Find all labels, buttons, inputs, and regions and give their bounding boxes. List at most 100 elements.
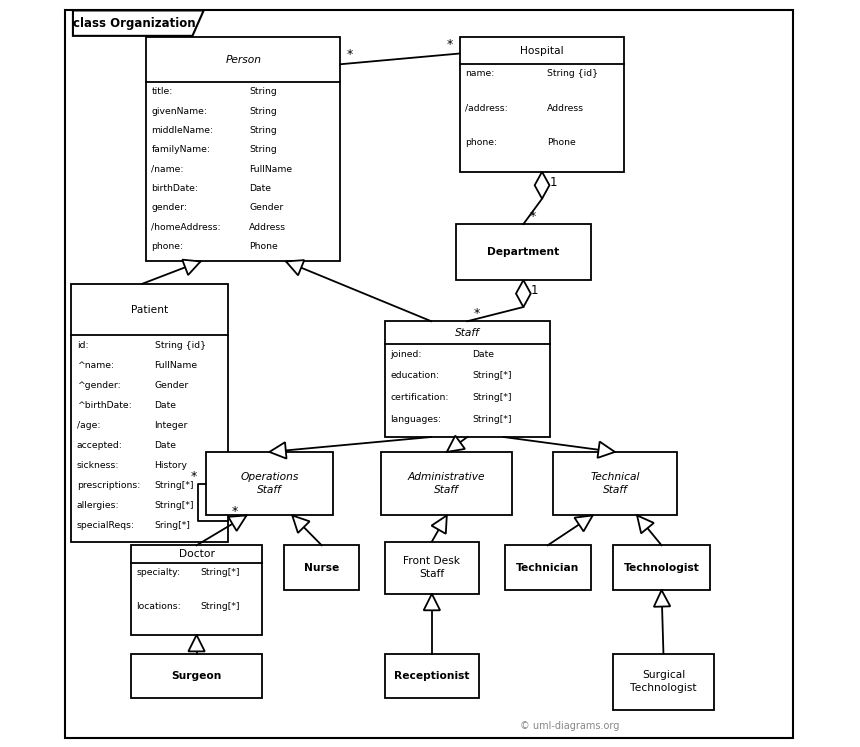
FancyBboxPatch shape: [385, 321, 550, 437]
Text: locations:: locations:: [137, 602, 181, 611]
Text: ^name:: ^name:: [77, 361, 114, 370]
Text: prescriptions:: prescriptions:: [77, 481, 140, 490]
Text: Integer: Integer: [155, 421, 188, 430]
Text: name:: name:: [465, 69, 494, 78]
Text: Date: Date: [249, 184, 271, 193]
FancyBboxPatch shape: [505, 545, 591, 590]
Text: Technical
Staff: Technical Staff: [590, 472, 640, 495]
Polygon shape: [182, 260, 200, 275]
Text: String[*]: String[*]: [200, 602, 240, 611]
Text: /name:: /name:: [151, 165, 184, 174]
Text: joined:: joined:: [390, 350, 422, 359]
Text: class Organization: class Organization: [73, 16, 196, 30]
Text: *: *: [473, 308, 480, 320]
Text: birthDate:: birthDate:: [151, 184, 199, 193]
Text: Gender: Gender: [155, 381, 189, 390]
Polygon shape: [188, 635, 205, 651]
Text: /homeAddress:: /homeAddress:: [151, 223, 221, 232]
Polygon shape: [286, 260, 304, 276]
Text: allergies:: allergies:: [77, 501, 120, 510]
FancyBboxPatch shape: [206, 452, 333, 515]
Text: String[*]: String[*]: [155, 501, 194, 510]
Text: /address:: /address:: [465, 104, 508, 113]
Text: /age:: /age:: [77, 421, 100, 430]
FancyBboxPatch shape: [613, 545, 710, 590]
Text: Date: Date: [472, 350, 494, 359]
Text: Front Desk
Staff: Front Desk Staff: [403, 556, 460, 580]
Text: Doctor: Doctor: [179, 549, 214, 560]
Text: String[*]: String[*]: [472, 371, 512, 380]
Text: middleName:: middleName:: [151, 126, 213, 135]
Text: Date: Date: [155, 401, 176, 410]
Text: Department: Department: [488, 247, 560, 257]
Polygon shape: [228, 515, 247, 531]
Text: FullName: FullName: [155, 361, 198, 370]
Polygon shape: [447, 436, 465, 452]
Text: Phone: Phone: [547, 137, 575, 146]
Text: String[*]: String[*]: [200, 568, 240, 577]
Text: title:: title:: [151, 87, 173, 96]
Text: © uml-diagrams.org: © uml-diagrams.org: [519, 721, 619, 731]
Text: Staff: Staff: [455, 328, 480, 338]
Text: *: *: [530, 211, 536, 223]
Polygon shape: [73, 10, 204, 36]
Text: History: History: [155, 461, 187, 470]
Text: specialReqs:: specialReqs:: [77, 521, 135, 530]
Text: Operations
Staff: Operations Staff: [240, 472, 298, 495]
FancyBboxPatch shape: [456, 224, 591, 280]
Text: String: String: [249, 146, 277, 155]
FancyBboxPatch shape: [285, 545, 359, 590]
Text: education:: education:: [390, 371, 439, 380]
Polygon shape: [654, 590, 670, 607]
Text: specialty:: specialty:: [137, 568, 181, 577]
Text: Phone: Phone: [249, 242, 278, 251]
Text: ^birthDate:: ^birthDate:: [77, 401, 132, 410]
Text: Hospital: Hospital: [520, 46, 564, 56]
Text: String {id}: String {id}: [547, 69, 598, 78]
Text: Surgeon: Surgeon: [171, 671, 222, 681]
Polygon shape: [574, 515, 593, 531]
Text: String[*]: String[*]: [472, 415, 512, 424]
Text: languages:: languages:: [390, 415, 441, 424]
FancyBboxPatch shape: [553, 452, 677, 515]
Text: sickness:: sickness:: [77, 461, 120, 470]
Text: Administrative
Staff: Administrative Staff: [408, 472, 486, 495]
Polygon shape: [637, 515, 654, 533]
Text: ^gender:: ^gender:: [77, 381, 120, 390]
Text: Technologist: Technologist: [624, 562, 699, 573]
Text: certification:: certification:: [390, 393, 449, 403]
Text: familyName:: familyName:: [151, 146, 211, 155]
Text: Person: Person: [225, 55, 261, 65]
Text: Surgical
Technologist: Surgical Technologist: [630, 670, 697, 693]
FancyBboxPatch shape: [460, 37, 624, 172]
Text: Gender: Gender: [249, 203, 283, 212]
FancyBboxPatch shape: [613, 654, 714, 710]
Text: 1: 1: [531, 284, 538, 297]
Polygon shape: [516, 280, 531, 307]
Text: Patient: Patient: [132, 305, 169, 314]
Text: id:: id:: [77, 341, 89, 350]
FancyBboxPatch shape: [146, 37, 341, 261]
Text: Date: Date: [155, 441, 176, 450]
FancyBboxPatch shape: [385, 654, 478, 698]
Text: String: String: [249, 126, 277, 135]
FancyBboxPatch shape: [65, 10, 793, 738]
Text: *: *: [347, 49, 353, 61]
Text: String: String: [249, 107, 277, 116]
Text: *: *: [191, 470, 197, 483]
Text: *: *: [446, 37, 452, 51]
FancyBboxPatch shape: [71, 284, 228, 542]
FancyBboxPatch shape: [385, 542, 478, 594]
Text: givenName:: givenName:: [151, 107, 207, 116]
Text: Address: Address: [547, 104, 584, 113]
Text: accepted:: accepted:: [77, 441, 122, 450]
FancyBboxPatch shape: [132, 545, 262, 635]
Text: Technician: Technician: [516, 562, 580, 573]
Polygon shape: [432, 515, 447, 534]
Text: String: String: [249, 87, 277, 96]
Text: *: *: [232, 505, 238, 518]
Text: Receptionist: Receptionist: [394, 671, 470, 681]
Text: String {id}: String {id}: [155, 341, 206, 350]
Text: Nurse: Nurse: [304, 562, 340, 573]
Text: Address: Address: [249, 223, 286, 232]
